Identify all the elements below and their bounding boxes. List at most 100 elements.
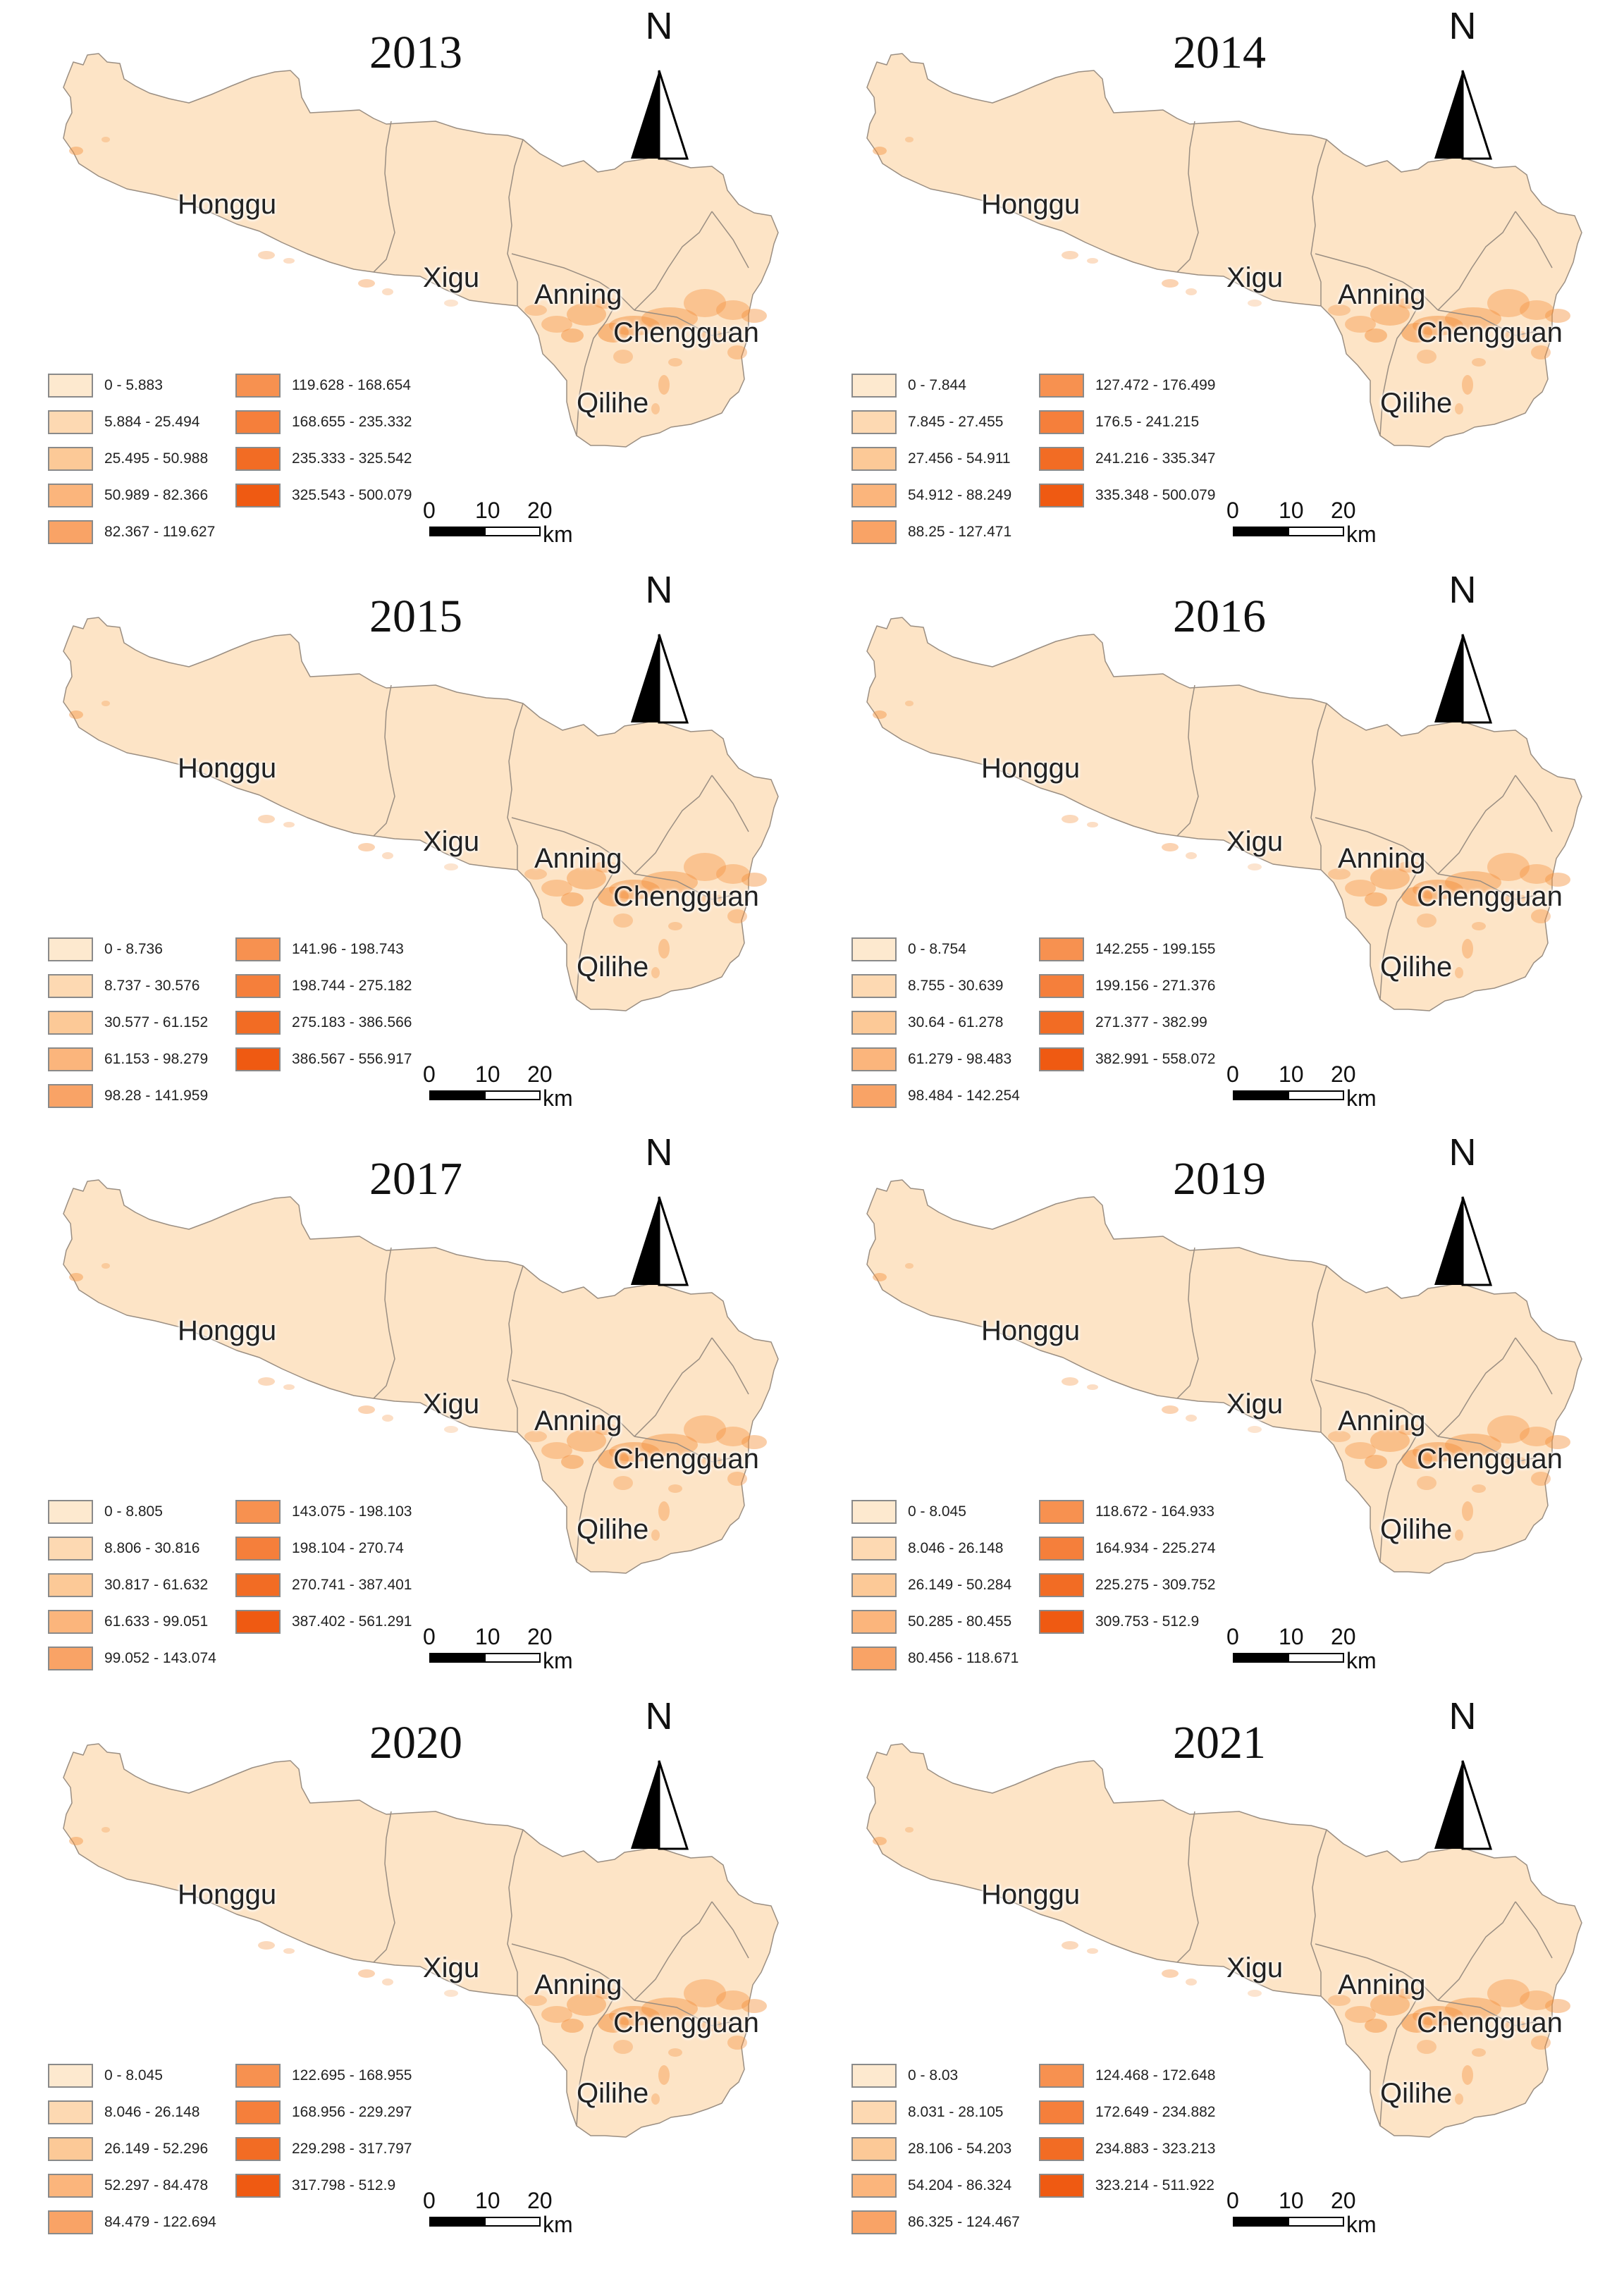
hotspot (69, 710, 83, 719)
district-border (1437, 873, 1537, 900)
hotspot (358, 1405, 375, 1414)
hotspot (651, 403, 660, 414)
hotspot (1417, 913, 1437, 928)
legend-label: 241.216 - 335.347 (1095, 450, 1216, 467)
legend-label: 8.806 - 30.816 (104, 1540, 200, 1556)
hotspot (382, 1978, 393, 1986)
district-border (507, 1829, 524, 1996)
legend-item: 270.741 - 387.401 (235, 1573, 412, 1597)
district-label-honggu: Honggu (981, 1879, 1081, 1910)
hotspot (1455, 403, 1463, 414)
hotspot (684, 1979, 726, 2007)
hotspot (1062, 1941, 1078, 1950)
legend-label: 270.741 - 387.401 (292, 1577, 412, 1593)
district-border (711, 775, 749, 832)
legend-item: 30.64 - 61.278 (851, 1011, 1003, 1035)
hotspot (684, 1415, 726, 1444)
north-label: N (645, 5, 673, 47)
hotspot (1397, 1988, 1422, 1999)
hotspot (1472, 922, 1486, 930)
legend-swatch (48, 2210, 93, 2234)
legend-swatch (48, 520, 93, 544)
district-label-anning: Anning (534, 1405, 622, 1436)
scale-bar (429, 1653, 541, 1663)
legend-item: 0 - 8.045 (48, 2064, 163, 2088)
hotspot (1162, 843, 1179, 851)
legend-label: 198.104 - 270.74 (292, 1540, 404, 1556)
north-arrow-right-half (658, 1760, 689, 1850)
legend-swatch (851, 1047, 897, 1071)
legend-swatch (1039, 2064, 1084, 2088)
hotspot (727, 1472, 747, 1486)
north-arrow (1434, 70, 1493, 160)
legend-swatch (48, 2137, 93, 2161)
district-label-qilihe: Qilihe (577, 388, 649, 419)
district-label-honggu: Honggu (178, 1879, 277, 1910)
hotspot (1520, 1427, 1554, 1446)
district-borders (373, 1811, 749, 2127)
legend-swatch (851, 1647, 897, 1670)
legend-swatch (851, 447, 897, 471)
legend-label: 30.64 - 61.278 (908, 1014, 1004, 1030)
district-border (1176, 121, 1199, 273)
legend-swatch (851, 2064, 897, 2088)
hotspot (641, 307, 698, 330)
legend-swatch (851, 2174, 897, 2198)
district-border (1437, 211, 1516, 311)
district-border (1515, 775, 1553, 832)
hotspot (1345, 880, 1376, 897)
legend-item: 387.402 - 561.291 (235, 1610, 412, 1634)
legend-item: 118.672 - 164.933 (1039, 1500, 1214, 1524)
hotspot (1162, 1405, 1179, 1414)
scale-unit: km (1346, 522, 1377, 547)
region-outline (866, 617, 1582, 1011)
legend-label: 172.649 - 234.882 (1095, 2104, 1216, 2120)
legend-swatch (851, 2210, 897, 2234)
legend-swatch (851, 520, 897, 544)
legend-label: 61.279 - 98.483 (908, 1051, 1012, 1067)
district-label-qilihe: Qilihe (1380, 388, 1453, 419)
legend-item: 0 - 7.844 (851, 374, 966, 398)
legend-swatch (851, 410, 897, 434)
hotspot (716, 300, 750, 320)
scale-bar-segment (1233, 1090, 1289, 1100)
scale-unit: km (543, 1648, 573, 1673)
legend-item: 8.806 - 30.816 (48, 1537, 199, 1561)
legend-label: 30.577 - 61.152 (104, 1014, 209, 1030)
scale-bar (429, 1090, 541, 1100)
hotspot (1328, 304, 1351, 316)
hotspot (1417, 350, 1437, 364)
legend-item: 235.333 - 325.542 (235, 447, 412, 471)
district-border (1176, 1811, 1199, 1963)
legend-label: 0 - 8.045 (908, 1503, 966, 1520)
scale-tick-label: 20 (1331, 1624, 1356, 1649)
district-label-anning: Anning (1338, 843, 1426, 874)
legend-label: 7.845 - 27.455 (908, 414, 1004, 430)
hotspot (561, 892, 584, 906)
hotspot (102, 137, 110, 142)
legend-label: 25.495 - 50.988 (104, 450, 209, 467)
density-hotspots (69, 701, 767, 978)
district-label-qilihe: Qilihe (1380, 952, 1453, 983)
district-label-chengguan: Chengguan (613, 1444, 759, 1475)
hotspot (1462, 939, 1473, 959)
legend-item: 317.798 - 512.9 (235, 2174, 395, 2198)
hotspot (658, 1501, 670, 1521)
scale-bar-segment (1233, 2217, 1289, 2227)
legend-swatch (851, 1537, 897, 1561)
density-hotspots (873, 701, 1570, 978)
legend-item: 80.456 - 118.671 (851, 1647, 1019, 1670)
district-border (511, 1379, 635, 1437)
legend-label: 8.046 - 26.148 (908, 1540, 1004, 1556)
hotspot (524, 1995, 547, 2006)
north-arrow (631, 1760, 689, 1850)
hotspot (69, 147, 83, 155)
legend-item: 198.104 - 270.74 (235, 1537, 404, 1561)
hotspot (1545, 1435, 1570, 1449)
legend-item: 198.744 - 275.182 (235, 974, 412, 998)
hotspot (1345, 1442, 1376, 1459)
legend-item: 0 - 5.883 (48, 374, 163, 398)
district-border (1315, 817, 1439, 875)
hotspot (609, 316, 660, 336)
legend-swatch (235, 1011, 281, 1035)
